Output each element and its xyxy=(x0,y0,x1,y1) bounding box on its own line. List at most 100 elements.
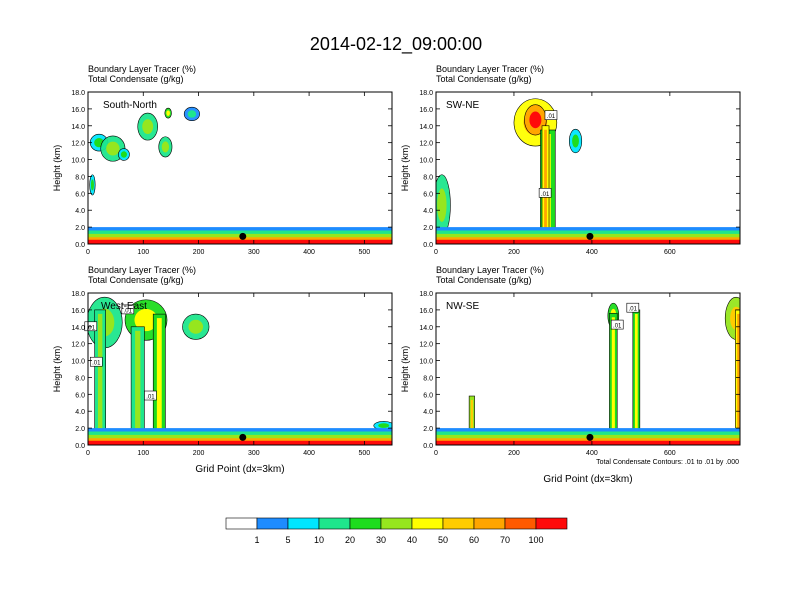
y-tick-label: 2.0 xyxy=(75,426,85,433)
panel-label-tracer: Boundary Layer Tracer (%) xyxy=(436,265,544,275)
panel-west-east: Boundary Layer Tracer (%) Total Condensa… xyxy=(52,265,393,475)
x-tick-label: 600 xyxy=(664,450,676,457)
plot-area: 0.0 2.0 4.0 6.0 8.0 10.0 12.0 14.0 16.0 18.0 0 100 2… xyxy=(71,90,393,256)
x-tick-label: 400 xyxy=(586,450,598,457)
colorbar-label: 20 xyxy=(345,535,355,545)
position-marker xyxy=(239,433,247,441)
plot-frame xyxy=(435,292,741,446)
plot-frame xyxy=(435,91,741,245)
y-tick-label: 2.0 xyxy=(75,225,85,232)
y-tick-label: 14.0 xyxy=(419,325,433,332)
boundary-layer-band xyxy=(436,440,740,445)
x-tick-label: 400 xyxy=(303,249,315,256)
panel-sw-ne: Boundary Layer Tracer (%) Total Condensa… xyxy=(400,64,741,256)
y-tick-label: 12.0 xyxy=(71,342,85,349)
position-marker xyxy=(586,433,594,441)
panel-label-condensate: Total Condensate (g/kg) xyxy=(88,74,184,84)
y-tick-label: 2.0 xyxy=(423,225,433,232)
figure-title: 2014-02-12_09:00:00 xyxy=(310,34,482,55)
y-tick-label: 14.0 xyxy=(419,124,433,131)
contour-label: .01 xyxy=(124,308,133,314)
x-tick-label: 200 xyxy=(508,249,520,256)
contour-label: .01 xyxy=(613,324,622,330)
contour-label-box xyxy=(144,390,157,401)
column-core xyxy=(470,400,473,445)
x-tick-label: 0 xyxy=(434,450,438,457)
y-tick-label: 12.0 xyxy=(71,141,85,148)
x-tick-label: 500 xyxy=(359,249,371,256)
plot-background xyxy=(88,92,392,244)
y-tick-label: 18.0 xyxy=(71,291,85,298)
contour-label-box xyxy=(544,110,558,120)
plot-background xyxy=(436,92,740,244)
colorbar-label: 100 xyxy=(528,535,543,545)
x-tick-label: 300 xyxy=(248,450,260,457)
contour-label: .01 xyxy=(146,395,155,401)
y-tick-label: 10.0 xyxy=(419,158,433,165)
panel-label-condensate: Total Condensate (g/kg) xyxy=(88,275,184,285)
colorbar-label: 50 xyxy=(438,535,448,545)
x-tick-label: 400 xyxy=(586,249,598,256)
y-tick-label: 16.0 xyxy=(419,107,433,114)
contour-label: .01 xyxy=(541,192,550,198)
x-tick-label: 600 xyxy=(664,249,676,256)
contour-label-box xyxy=(610,319,624,330)
column-core xyxy=(97,313,103,445)
y-tick-label: 16.0 xyxy=(71,107,85,114)
panel-name: South-North xyxy=(103,100,157,111)
y-tick-label: 6.0 xyxy=(423,392,433,399)
cloud-core xyxy=(378,423,390,428)
colorbar-label: 70 xyxy=(500,535,510,545)
column-core xyxy=(156,318,162,445)
colorbar-swatch xyxy=(535,517,568,530)
plot-area: .01 .01 .01 .01 0.0 2.0 4.0 6.0 8.0 10.0 12.0 14.0 1… xyxy=(71,291,393,457)
boundary-layer-band xyxy=(88,440,392,445)
field-layer xyxy=(88,92,392,244)
xlabel: Grid Point (dx=3km) xyxy=(195,464,284,475)
ylabel: Height (km) xyxy=(400,145,410,192)
plot-background xyxy=(436,293,740,445)
y-tick-label: 4.0 xyxy=(75,208,85,215)
y-tick-label: 8.0 xyxy=(75,174,85,181)
colorbar-swatch xyxy=(473,517,506,530)
colorbar-swatch xyxy=(504,517,537,530)
y-tick-label: 12.0 xyxy=(419,342,433,349)
cloud-core xyxy=(106,141,120,156)
cloud-core xyxy=(134,308,158,332)
column-core xyxy=(737,313,740,445)
x-tick-label: 100 xyxy=(137,450,149,457)
y-tick-label: 6.0 xyxy=(75,392,85,399)
y-tick-label: 10.0 xyxy=(419,359,433,366)
x-tick-label: 100 xyxy=(137,249,149,256)
ylabel: Height (km) xyxy=(400,346,410,393)
field-layer xyxy=(436,293,740,445)
cloud-core xyxy=(142,119,154,135)
column-core xyxy=(544,129,547,244)
y-tick-label: 0.0 xyxy=(423,242,433,249)
colorbar-swatch xyxy=(411,517,444,530)
colorbar-label: 30 xyxy=(376,535,386,545)
y-tick-label: 4.0 xyxy=(423,409,433,416)
panel-label-condensate: Total Condensate (g/kg) xyxy=(436,275,532,285)
contour-label: .01 xyxy=(92,361,101,367)
x-tick-label: 200 xyxy=(193,450,205,457)
contour-label-box xyxy=(121,304,135,315)
cloud-core xyxy=(166,110,170,116)
y-tick-label: 0.0 xyxy=(75,242,85,249)
contour-label: .01 xyxy=(547,114,556,120)
colorbar-label: 60 xyxy=(469,535,479,545)
colorbar-label: 5 xyxy=(285,535,290,545)
plot-area: .01 .01 0.0 2.0 4.0 6.0 8.0 10.0 12.0 14.0 16.0 18.… xyxy=(419,90,741,256)
colorbar-swatch xyxy=(256,517,289,530)
y-tick-label: 16.0 xyxy=(71,308,85,315)
contour-label-box xyxy=(538,188,552,198)
y-tick-label: 16.0 xyxy=(419,308,433,315)
colorbar-label: 1 xyxy=(254,535,259,545)
cloud-core xyxy=(188,319,204,334)
panel-south-north: Boundary Layer Tracer (%) Total Condensa… xyxy=(52,64,393,256)
y-tick-label: 2.0 xyxy=(423,426,433,433)
column-core xyxy=(135,330,141,445)
y-tick-label: 0.0 xyxy=(423,443,433,450)
y-tick-label: 8.0 xyxy=(75,375,85,382)
